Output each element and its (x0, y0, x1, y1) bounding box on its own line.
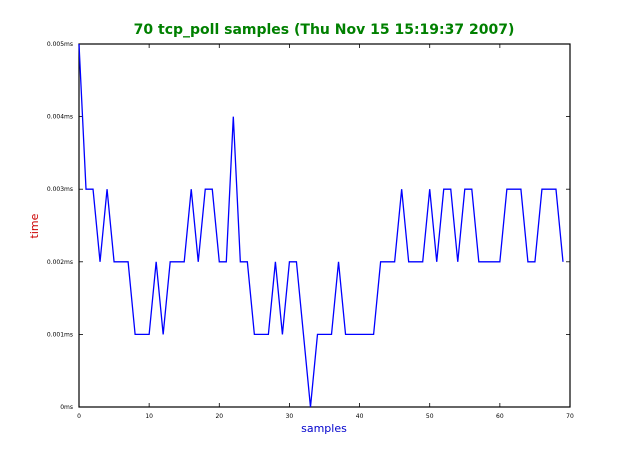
x-tick-label: 70 (566, 413, 574, 420)
x-tick-label: 20 (215, 413, 223, 420)
x-tick-label: 60 (496, 413, 504, 420)
plot-area (78, 43, 571, 408)
y-tick-label: 0.002ms (47, 259, 73, 266)
x-tick-label: 30 (286, 413, 294, 420)
y-axis-label: time (28, 213, 41, 238)
x-tick-label: 50 (426, 413, 434, 420)
y-tick-label: 0.003ms (47, 186, 73, 193)
y-tick-label: 0.004ms (47, 114, 73, 121)
x-tick-label: 40 (356, 413, 364, 420)
x-axis-label: samples (301, 422, 347, 435)
x-axis: 0 10 20 30 40 50 60 70 (77, 44, 574, 420)
chart-title: 70 tcp_poll samples (Thu Nov 15 15:19:37… (134, 22, 515, 38)
y-axis: 0ms 0.001ms 0.002ms 0.003ms 0.004ms 0.005ms (47, 41, 570, 411)
y-tick-label: 0.005ms (47, 41, 73, 48)
x-tick-label: 10 (145, 413, 153, 420)
y-tick-label: 0ms (60, 404, 73, 411)
x-tick-label: 0 (77, 413, 81, 420)
series-line (78, 43, 564, 408)
y-tick-label: 0.001ms (47, 331, 73, 338)
